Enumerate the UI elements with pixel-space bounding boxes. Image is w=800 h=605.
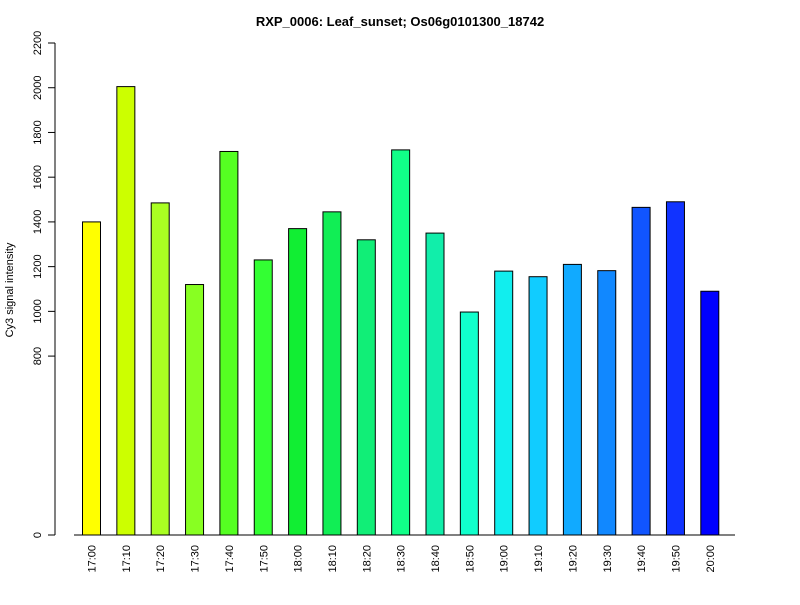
bars <box>82 86 720 536</box>
bar <box>494 270 514 536</box>
chart-title: RXP_0006: Leaf_sunset; Os06g0101300_1874… <box>256 14 544 29</box>
y-tick-label: 1800 <box>32 120 44 144</box>
y-tick-label: 2200 <box>32 31 44 55</box>
y-tick-label: 1200 <box>32 254 44 278</box>
bar <box>597 270 617 536</box>
x-tick-label: 18:30 <box>396 545 408 573</box>
bar <box>562 263 582 536</box>
x-tick-label: 17:00 <box>87 545 99 573</box>
y-tick-label: 1400 <box>32 210 44 234</box>
x-tick-label: 19:30 <box>602 545 614 573</box>
bar <box>391 149 411 536</box>
bar <box>459 311 479 536</box>
x-axis: 17:00 17:10 17:20 17:30 17:40 17:50 18:00 18:10… <box>74 534 735 573</box>
x-tick-label: 18:10 <box>327 545 339 573</box>
x-tick-label: 19:10 <box>533 545 545 573</box>
bar <box>185 284 205 536</box>
x-tick-label: 18:20 <box>361 545 373 573</box>
bar <box>528 276 548 536</box>
bar <box>425 232 445 536</box>
x-tick-label: 19:50 <box>670 545 682 573</box>
bar <box>116 86 136 536</box>
bar <box>253 259 273 536</box>
x-tick-label: 17:30 <box>190 545 202 573</box>
bar <box>150 202 170 536</box>
y-tick-label: 1000 <box>32 299 44 323</box>
bar <box>665 201 685 536</box>
x-tick-label: 19:40 <box>636 545 648 573</box>
bar <box>700 290 720 536</box>
x-tick-label: 19:00 <box>499 545 511 573</box>
x-tick-label: 17:40 <box>224 545 236 573</box>
x-tick-label: 18:50 <box>464 545 476 573</box>
bar <box>356 239 376 536</box>
y-axis-label: Cy3 signal intensity <box>4 242 16 337</box>
x-tick-label: 18:40 <box>430 545 442 573</box>
bar <box>288 228 308 536</box>
x-tick-label: 18:00 <box>293 545 305 573</box>
y-axis: 0 800 1000 1200 1400 1600 1800 2000 2200 <box>32 31 56 538</box>
y-tick-label: 2000 <box>32 75 44 99</box>
x-tick-label: 17:20 <box>155 545 167 573</box>
y-tick-label: 1600 <box>32 165 44 189</box>
y-tick-label: 800 <box>32 347 44 365</box>
bar <box>82 221 101 536</box>
bar <box>631 206 651 536</box>
y-tick-label: 0 <box>32 532 44 538</box>
bar <box>219 150 239 536</box>
x-tick-label: 17:50 <box>258 545 270 573</box>
bar <box>322 211 342 536</box>
x-tick-label: 17:10 <box>121 545 133 573</box>
x-tick-label: 20:00 <box>705 545 717 573</box>
x-tick-label: 19:20 <box>567 545 579 573</box>
